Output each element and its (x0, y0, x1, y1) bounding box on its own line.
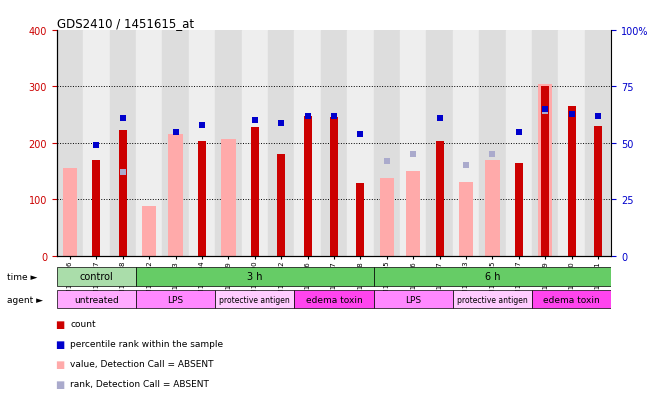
Bar (221, 140, 236, 256)
Text: ■: ■ (55, 339, 65, 349)
Bar (453, 290, 532, 309)
Text: edema toxin: edema toxin (306, 295, 362, 304)
Bar (558, 31, 584, 256)
Bar (304, 117, 311, 256)
Bar (215, 31, 242, 256)
Bar (479, 31, 506, 256)
Text: percentile rank within the sample: percentile rank within the sample (70, 339, 223, 349)
Bar (532, 290, 611, 309)
Text: protective antigen: protective antigen (219, 295, 290, 304)
Text: 3 h: 3 h (247, 272, 263, 282)
Text: LPS: LPS (168, 295, 184, 304)
Text: agent ►: agent ► (7, 295, 43, 304)
Bar (453, 31, 479, 256)
Bar (295, 31, 321, 256)
Text: edema toxin: edema toxin (543, 295, 600, 304)
Bar (406, 172, 420, 256)
Bar (92, 160, 100, 256)
Text: 6 h: 6 h (485, 272, 500, 282)
Bar (357, 183, 364, 256)
Bar (568, 107, 576, 256)
Bar (119, 131, 127, 256)
Bar (57, 31, 84, 256)
Bar (162, 31, 189, 256)
Bar (242, 31, 268, 256)
Bar (436, 141, 444, 256)
Bar (57, 268, 136, 286)
Bar (136, 290, 215, 309)
Bar (142, 206, 156, 256)
Bar (136, 31, 162, 256)
Bar (379, 179, 394, 256)
Bar (215, 290, 295, 309)
Bar (321, 31, 347, 256)
Bar (277, 155, 285, 256)
Text: time ►: time ► (7, 272, 37, 281)
Text: ■: ■ (55, 319, 65, 329)
Bar (506, 31, 532, 256)
Bar (63, 169, 77, 256)
Bar (198, 142, 206, 256)
Bar (110, 31, 136, 256)
Bar (541, 87, 549, 256)
Bar (584, 31, 611, 256)
Text: rank, Detection Call = ABSENT: rank, Detection Call = ABSENT (70, 379, 209, 388)
Bar (459, 183, 473, 256)
Bar (295, 290, 373, 309)
Text: ■: ■ (55, 359, 65, 369)
Bar (268, 31, 295, 256)
Bar (532, 31, 558, 256)
Bar (373, 268, 611, 286)
Bar (373, 290, 453, 309)
Bar (330, 118, 338, 256)
Text: protective antigen: protective antigen (457, 295, 528, 304)
Text: value, Detection Call = ABSENT: value, Detection Call = ABSENT (70, 359, 214, 368)
Bar (136, 268, 373, 286)
Text: control: control (79, 272, 114, 282)
Bar (347, 31, 373, 256)
Text: LPS: LPS (405, 295, 422, 304)
Bar (373, 31, 400, 256)
Bar (251, 128, 259, 256)
Bar (538, 84, 552, 256)
Bar (515, 164, 523, 256)
Bar (485, 160, 500, 256)
Bar (594, 127, 602, 256)
Bar (426, 31, 453, 256)
Text: GDS2410 / 1451615_at: GDS2410 / 1451615_at (57, 17, 194, 30)
Bar (84, 31, 110, 256)
Text: ■: ■ (55, 379, 65, 389)
Bar (189, 31, 215, 256)
Bar (400, 31, 426, 256)
Text: untreated: untreated (74, 295, 119, 304)
Bar (57, 290, 136, 309)
Text: count: count (70, 320, 96, 329)
Bar (168, 135, 183, 256)
